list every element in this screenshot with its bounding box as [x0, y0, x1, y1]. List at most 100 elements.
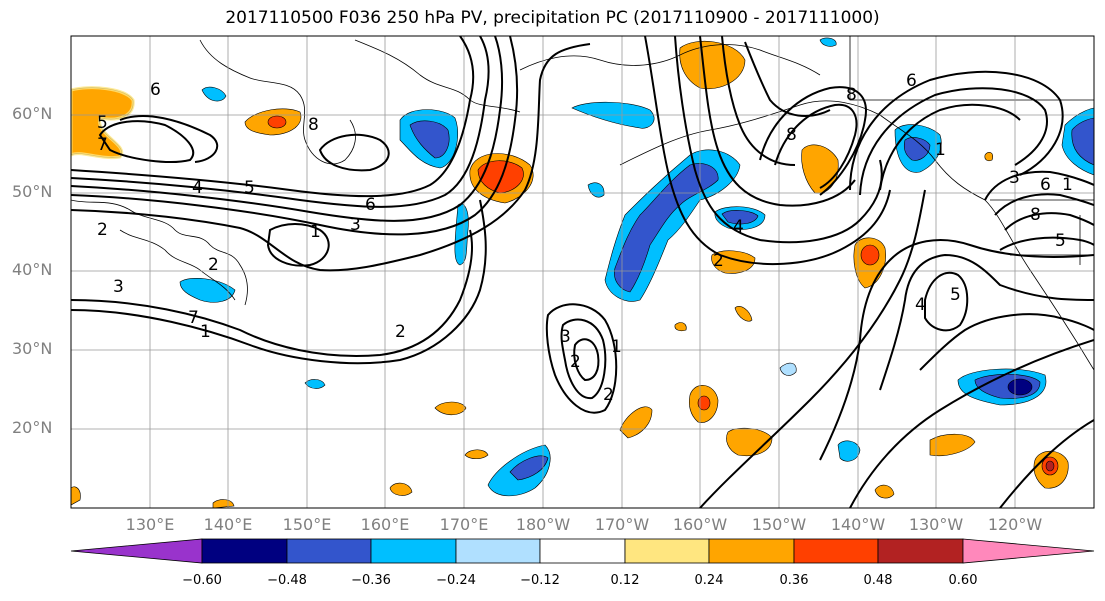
colorbar-segment — [201, 538, 288, 564]
colorbar-tick-label: −0.12 — [520, 573, 560, 588]
precip-blob — [837, 440, 861, 462]
lat-label: 30°N — [12, 339, 53, 358]
precip-blob — [454, 203, 469, 266]
precip-blob — [779, 362, 797, 376]
colorbar-segment — [539, 538, 626, 564]
precip-blob — [1007, 378, 1033, 396]
precip-blob — [304, 379, 326, 389]
contour-label: 8 — [786, 125, 797, 145]
map-title: 2017110500 F036 250 hPa PV, precipitatio… — [225, 8, 880, 28]
lon-label: 180°W — [515, 515, 571, 534]
precip-blob — [179, 277, 236, 303]
precip-blob — [619, 406, 653, 439]
contour-label: 4 — [192, 178, 203, 198]
contour-label: 7 — [97, 135, 108, 155]
lon-label: 150°W — [751, 515, 807, 534]
precip-blob — [267, 115, 287, 129]
precip-blob — [721, 210, 759, 225]
precip-blob — [409, 120, 450, 159]
contour-label: 5 — [97, 113, 108, 133]
precip-blob — [1071, 117, 1094, 166]
lon-label: 120°W — [987, 515, 1043, 534]
lon-label: 130°W — [908, 515, 964, 534]
lon-label: 140°E — [203, 515, 253, 534]
precip-blob — [509, 455, 549, 481]
contour-label: 7 — [188, 308, 199, 328]
lat-label: 20°N — [12, 418, 53, 437]
colorbar-tick-label: 0.60 — [948, 573, 978, 588]
map-frame — [70, 35, 1095, 509]
contour-label: 5 — [1055, 231, 1066, 251]
colorbar-tick-label: 0.48 — [863, 573, 893, 588]
precip-blob — [71, 86, 135, 160]
colorbar-segment — [877, 538, 964, 564]
lat-label: 60°N — [12, 104, 53, 123]
contour-label: 2 — [208, 255, 219, 275]
colorbar-segment — [708, 538, 795, 564]
contour-label: 3 — [350, 215, 361, 235]
lat-label: 50°N — [12, 182, 53, 201]
contour-label: 2 — [395, 322, 406, 342]
lon-label: 130°E — [125, 515, 175, 534]
contour-label: 3 — [113, 277, 124, 297]
lon-label: 170°E — [439, 515, 489, 534]
contour-label: 1 — [935, 140, 946, 160]
lon-label: 160°E — [360, 515, 410, 534]
precip-blob — [819, 37, 837, 47]
colorbar-segment — [455, 538, 541, 564]
contour-label: 6 — [365, 195, 376, 215]
pv-contours — [71, 36, 1094, 508]
contour-label: 6 — [150, 80, 161, 100]
precip-blob — [614, 163, 719, 293]
colorbar-extend-low — [70, 538, 203, 564]
lon-label: 150°E — [282, 515, 332, 534]
precip-blob — [674, 322, 687, 332]
precip-blob — [1045, 460, 1055, 472]
lon-label: 140°W — [830, 515, 886, 534]
contour-label: 3 — [560, 327, 571, 347]
colorbar-tick-label: 0.36 — [779, 573, 809, 588]
colorbar-extend-high — [962, 538, 1095, 564]
colorbar-segment — [286, 538, 372, 564]
contour-label: 4 — [915, 295, 926, 315]
contour-label: 2 — [713, 251, 724, 271]
colorbar-tick-label: −0.48 — [267, 573, 307, 588]
contour-label: 8 — [1030, 205, 1041, 225]
contour-label: 4 — [733, 217, 744, 237]
precip-blob — [464, 449, 489, 460]
contour-label: 5 — [244, 178, 255, 198]
lat-label: 40°N — [12, 260, 53, 279]
contour-label: 2 — [570, 352, 581, 372]
colorbar-tick-label: 0.24 — [694, 573, 724, 588]
contour-label: 1 — [611, 337, 622, 357]
precip-blob — [984, 151, 993, 162]
precip-blob — [929, 433, 976, 457]
lon-label: 160°W — [672, 515, 728, 534]
colorbar-tick-label: −0.36 — [351, 573, 391, 588]
contour-labels: 6 5 7 8 4 5 6 3 1 2 2 3 7 1 2 2 3 1 2 8 … — [97, 71, 1073, 405]
precip-blob — [679, 40, 746, 90]
contour-label: 8 — [308, 115, 319, 135]
precip-blob — [874, 484, 895, 499]
colorbar-tick-label: 0.12 — [610, 573, 640, 588]
precip-blob — [71, 486, 81, 506]
precip-blob — [434, 401, 467, 416]
precip-blob — [734, 306, 753, 322]
lon-label: 170°W — [594, 515, 650, 534]
contour-label: 1 — [1062, 175, 1073, 195]
contour-label: 3 — [1009, 168, 1020, 188]
contour-label: 1 — [310, 222, 321, 242]
colorbar-tick-label: −0.60 — [182, 573, 222, 588]
precip-blob — [697, 395, 711, 411]
precip-blob — [389, 482, 413, 496]
contour-label: 8 — [846, 85, 857, 105]
contour-label: 6 — [1040, 175, 1051, 195]
contour-label: 5 — [950, 285, 961, 305]
colorbar — [70, 538, 1095, 564]
colorbar-tick-label: −0.24 — [436, 573, 476, 588]
contour-label: 6 — [906, 71, 917, 91]
coastlines — [71, 36, 1094, 371]
contour-label: 2 — [97, 220, 108, 240]
precip-blob — [903, 137, 931, 161]
